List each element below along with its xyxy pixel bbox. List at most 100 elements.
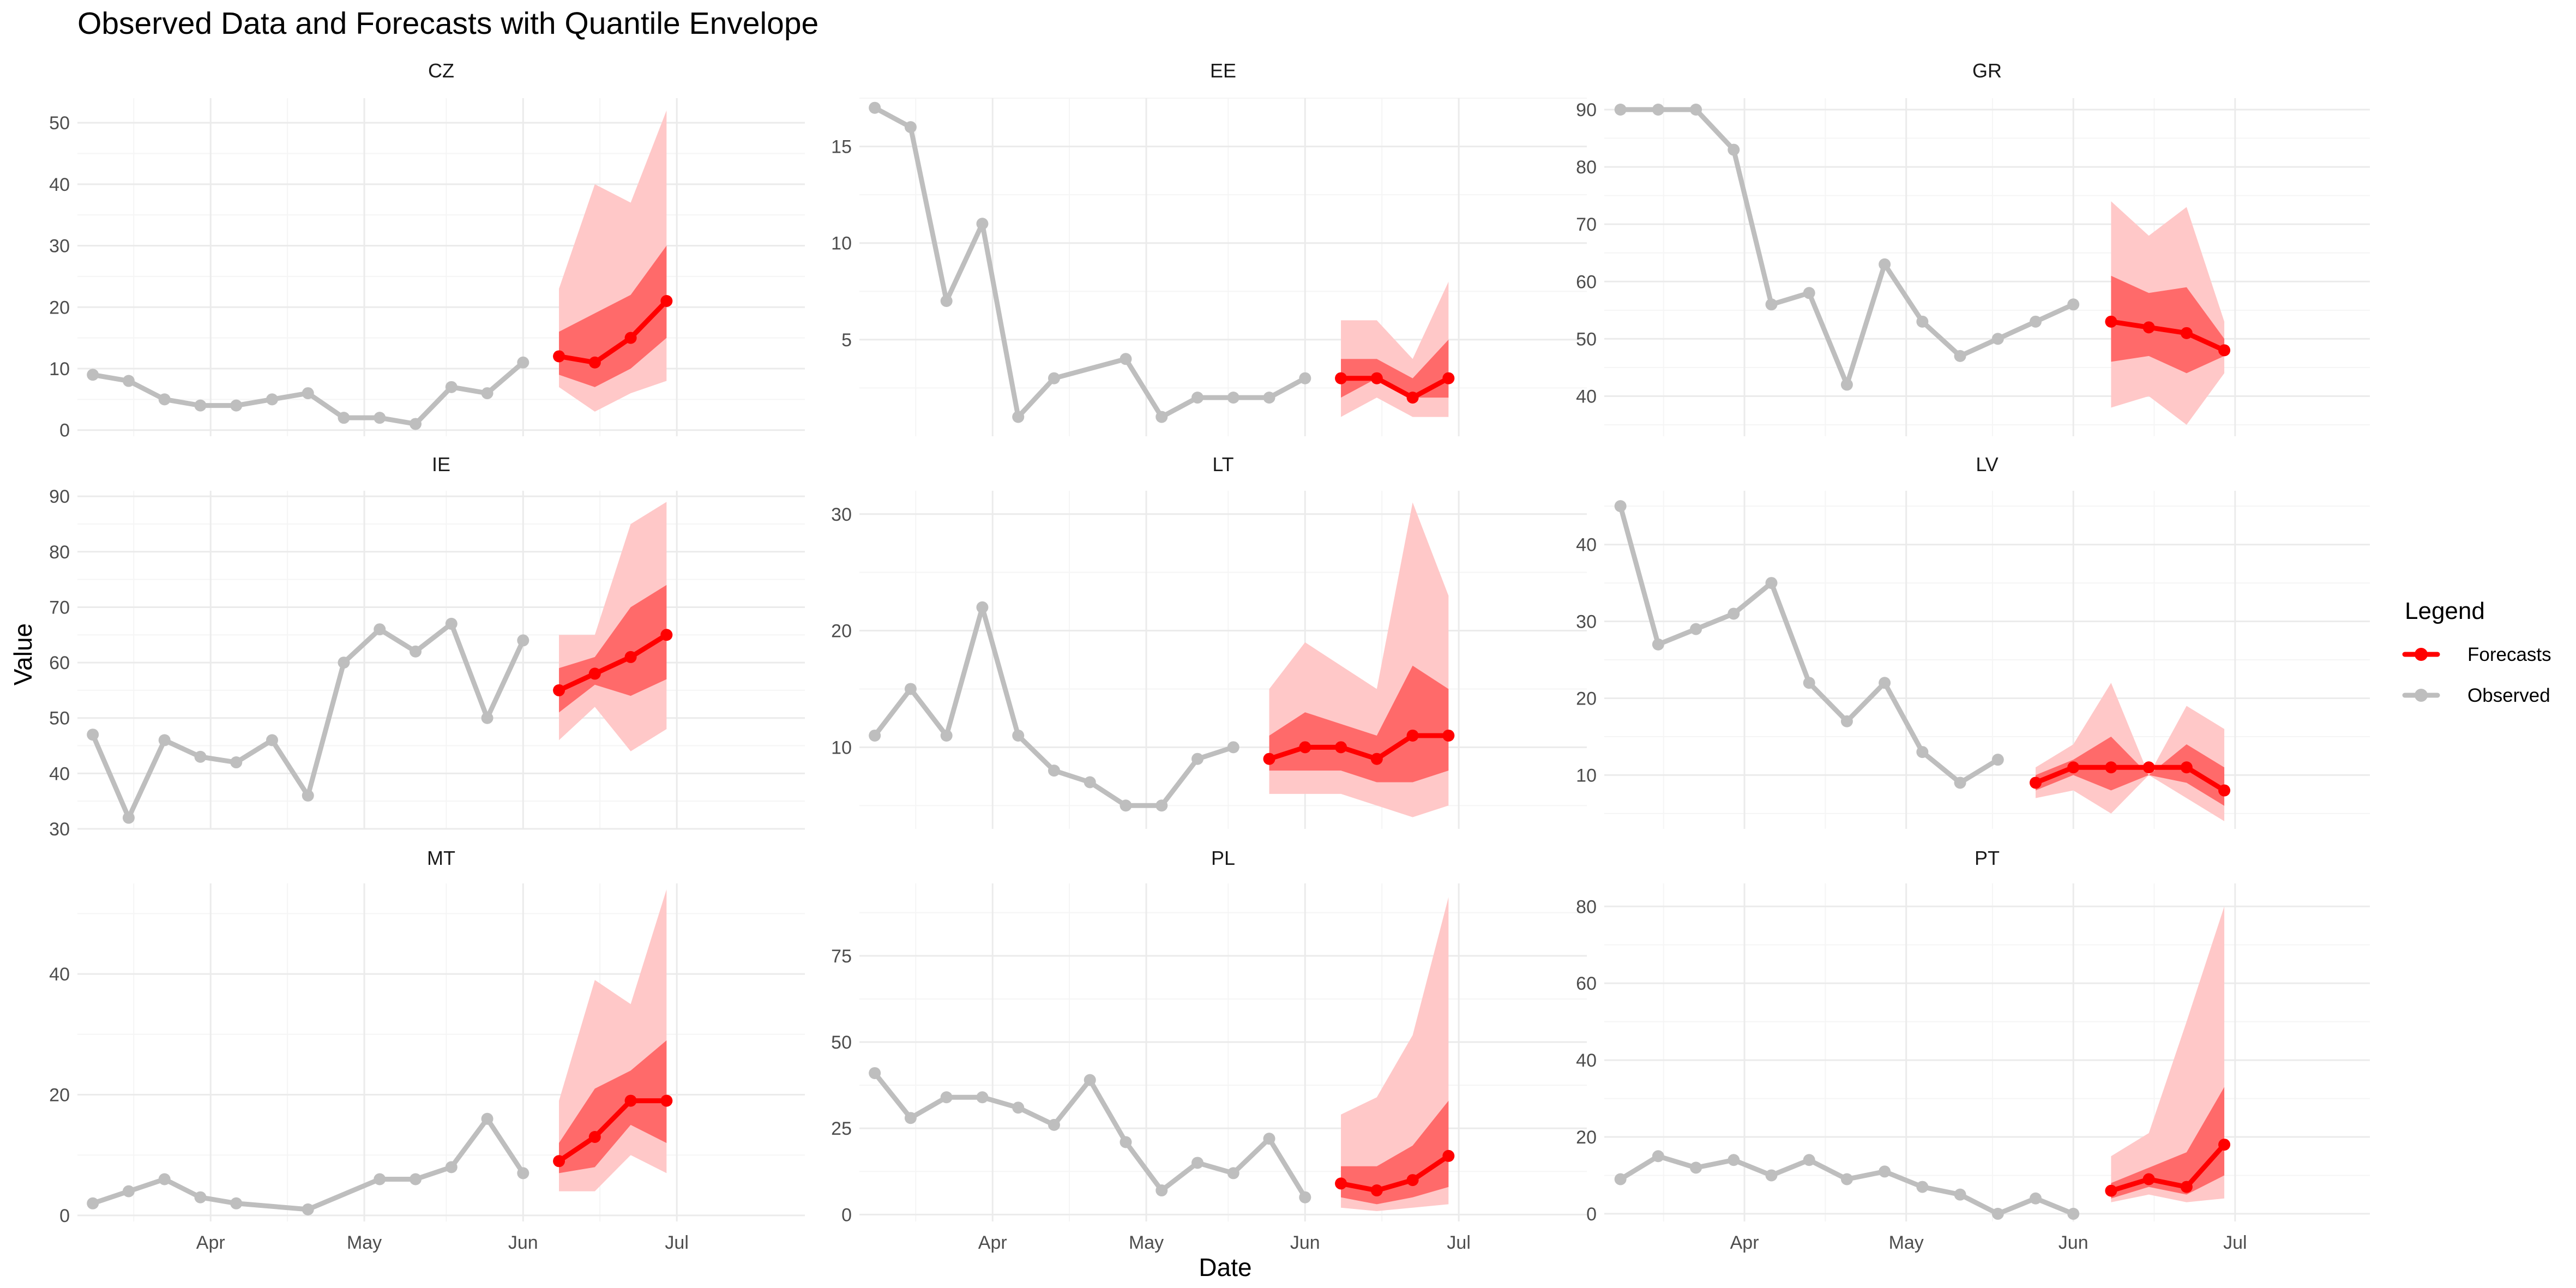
- panel-ee: EE 5 10 15: [831, 59, 1587, 436]
- strip-label: IE: [432, 453, 450, 476]
- observed-point: [1690, 623, 1702, 635]
- observed-point: [194, 1191, 207, 1203]
- y-tick-label: 90: [49, 486, 70, 507]
- forecast-line: [1338, 376, 1451, 400]
- y-tick-label: 80: [1576, 896, 1597, 917]
- y-tick-label: 50: [831, 1032, 852, 1053]
- legend-title: Legend: [2405, 598, 2485, 624]
- observed-point: [1728, 143, 1740, 156]
- y-tick-label: 30: [49, 819, 70, 840]
- observed-point: [1991, 333, 2004, 345]
- forecast-point: [553, 684, 565, 696]
- observed-point: [122, 375, 135, 387]
- observed-point: [1879, 258, 1891, 270]
- y-tick-label: 70: [1576, 214, 1597, 235]
- observed-point: [869, 729, 881, 742]
- observed-point: [338, 657, 350, 669]
- observed-point: [976, 601, 989, 613]
- observed-point: [1803, 287, 1815, 299]
- forecast-point: [2067, 761, 2080, 774]
- y-tick-label: 10: [831, 737, 852, 758]
- forecast-point: [588, 356, 601, 369]
- inner-quantile-band: [559, 585, 667, 713]
- forecast-line: [2033, 765, 2227, 793]
- observed-point: [1803, 1154, 1815, 1166]
- observed-point: [1954, 777, 1966, 789]
- forecast-point: [588, 1131, 601, 1143]
- observed-point: [158, 734, 171, 747]
- observed-point: [1991, 1207, 2004, 1220]
- forecast-point: [1406, 392, 1419, 404]
- y-tick-label: 0: [59, 1206, 70, 1226]
- x-tick-label: Jul: [2223, 1232, 2247, 1253]
- forecast-line: [2108, 1142, 2227, 1194]
- strip-label: PL: [1211, 847, 1235, 869]
- y-tick-label: 20: [49, 297, 70, 318]
- observed-point: [445, 617, 458, 630]
- forecast-point: [1442, 372, 1455, 384]
- panel-mt: MT 0 20 40 Apr May Jun Jul: [49, 847, 805, 1253]
- observed-point: [1614, 1173, 1627, 1185]
- observed-point: [302, 1203, 314, 1215]
- forecast-point: [660, 1094, 673, 1107]
- observed-point: [1879, 677, 1891, 689]
- observed-point: [1614, 104, 1627, 116]
- observed-point: [410, 645, 422, 658]
- observed-point: [1991, 754, 2004, 766]
- observed-point: [481, 1112, 493, 1125]
- x-tick-label: Apr: [1730, 1232, 1759, 1253]
- forecast-point: [1406, 729, 1419, 742]
- observed-point: [2067, 1207, 2080, 1220]
- observed-point: [940, 1091, 953, 1104]
- inner-quantile-band: [2111, 1087, 2225, 1199]
- outer-quantile-band: [1341, 897, 1449, 1212]
- observed-point: [2067, 298, 2080, 311]
- y-axis-label: Value: [9, 623, 37, 685]
- forecast-line: [2108, 319, 2227, 353]
- legend: Legend Forecasts Observed: [2402, 598, 2551, 706]
- forecast-point: [1406, 1174, 1419, 1187]
- forecast-point: [660, 629, 673, 641]
- strip-label: CZ: [428, 59, 454, 82]
- inner-quantile-band: [559, 1040, 667, 1173]
- forecast-point: [1442, 729, 1455, 742]
- y-tick-label: 20: [1576, 1127, 1597, 1148]
- x-axis-label: Date: [1199, 1253, 1251, 1281]
- forecast-line: [556, 298, 669, 365]
- observed-point: [1728, 1154, 1740, 1166]
- y-tick-label: 40: [49, 964, 70, 985]
- y-tick-label: 40: [49, 763, 70, 784]
- forecast-point: [1442, 1149, 1455, 1162]
- y-tick-label: 0: [59, 420, 70, 441]
- y-tick-label: 0: [1586, 1204, 1597, 1225]
- observed-point: [158, 1173, 171, 1185]
- observed-point: [1652, 1150, 1664, 1163]
- y-tick-label: 30: [1576, 612, 1597, 633]
- y-tick-label: 0: [841, 1205, 852, 1225]
- observed-point: [869, 1067, 881, 1079]
- observed-point: [302, 790, 314, 802]
- panel-lv: LV 10 20 30 40: [1576, 453, 2370, 829]
- y-tick-label: 60: [1576, 272, 1597, 292]
- observed-point: [1012, 1102, 1025, 1114]
- facet-panels: CZ 0 10 20 30 40 50 EE 5 10 15 GR 40 50 60 70 80 90 IE 30 40…: [49, 59, 2370, 1253]
- forecast-point: [2029, 777, 2042, 789]
- observed-point: [2029, 315, 2042, 328]
- observed-point: [1048, 1118, 1060, 1131]
- forecast-point: [2218, 344, 2231, 357]
- strip-label: MT: [427, 847, 455, 869]
- observed-point: [87, 1197, 99, 1209]
- y-tick-label: 50: [49, 708, 70, 729]
- forecast-point: [2105, 761, 2117, 774]
- observed-point: [1765, 298, 1778, 311]
- forecast-point: [1335, 1177, 1347, 1190]
- forecast-point: [1335, 372, 1347, 384]
- x-tick-label: Jul: [665, 1232, 688, 1253]
- forecast-point: [2105, 315, 2117, 328]
- forecast-line: [556, 632, 669, 693]
- observed-point: [1012, 729, 1025, 742]
- observed-point: [87, 729, 99, 741]
- forecast-point: [1335, 741, 1347, 754]
- forecast-point: [588, 667, 601, 680]
- observed-point: [445, 381, 458, 393]
